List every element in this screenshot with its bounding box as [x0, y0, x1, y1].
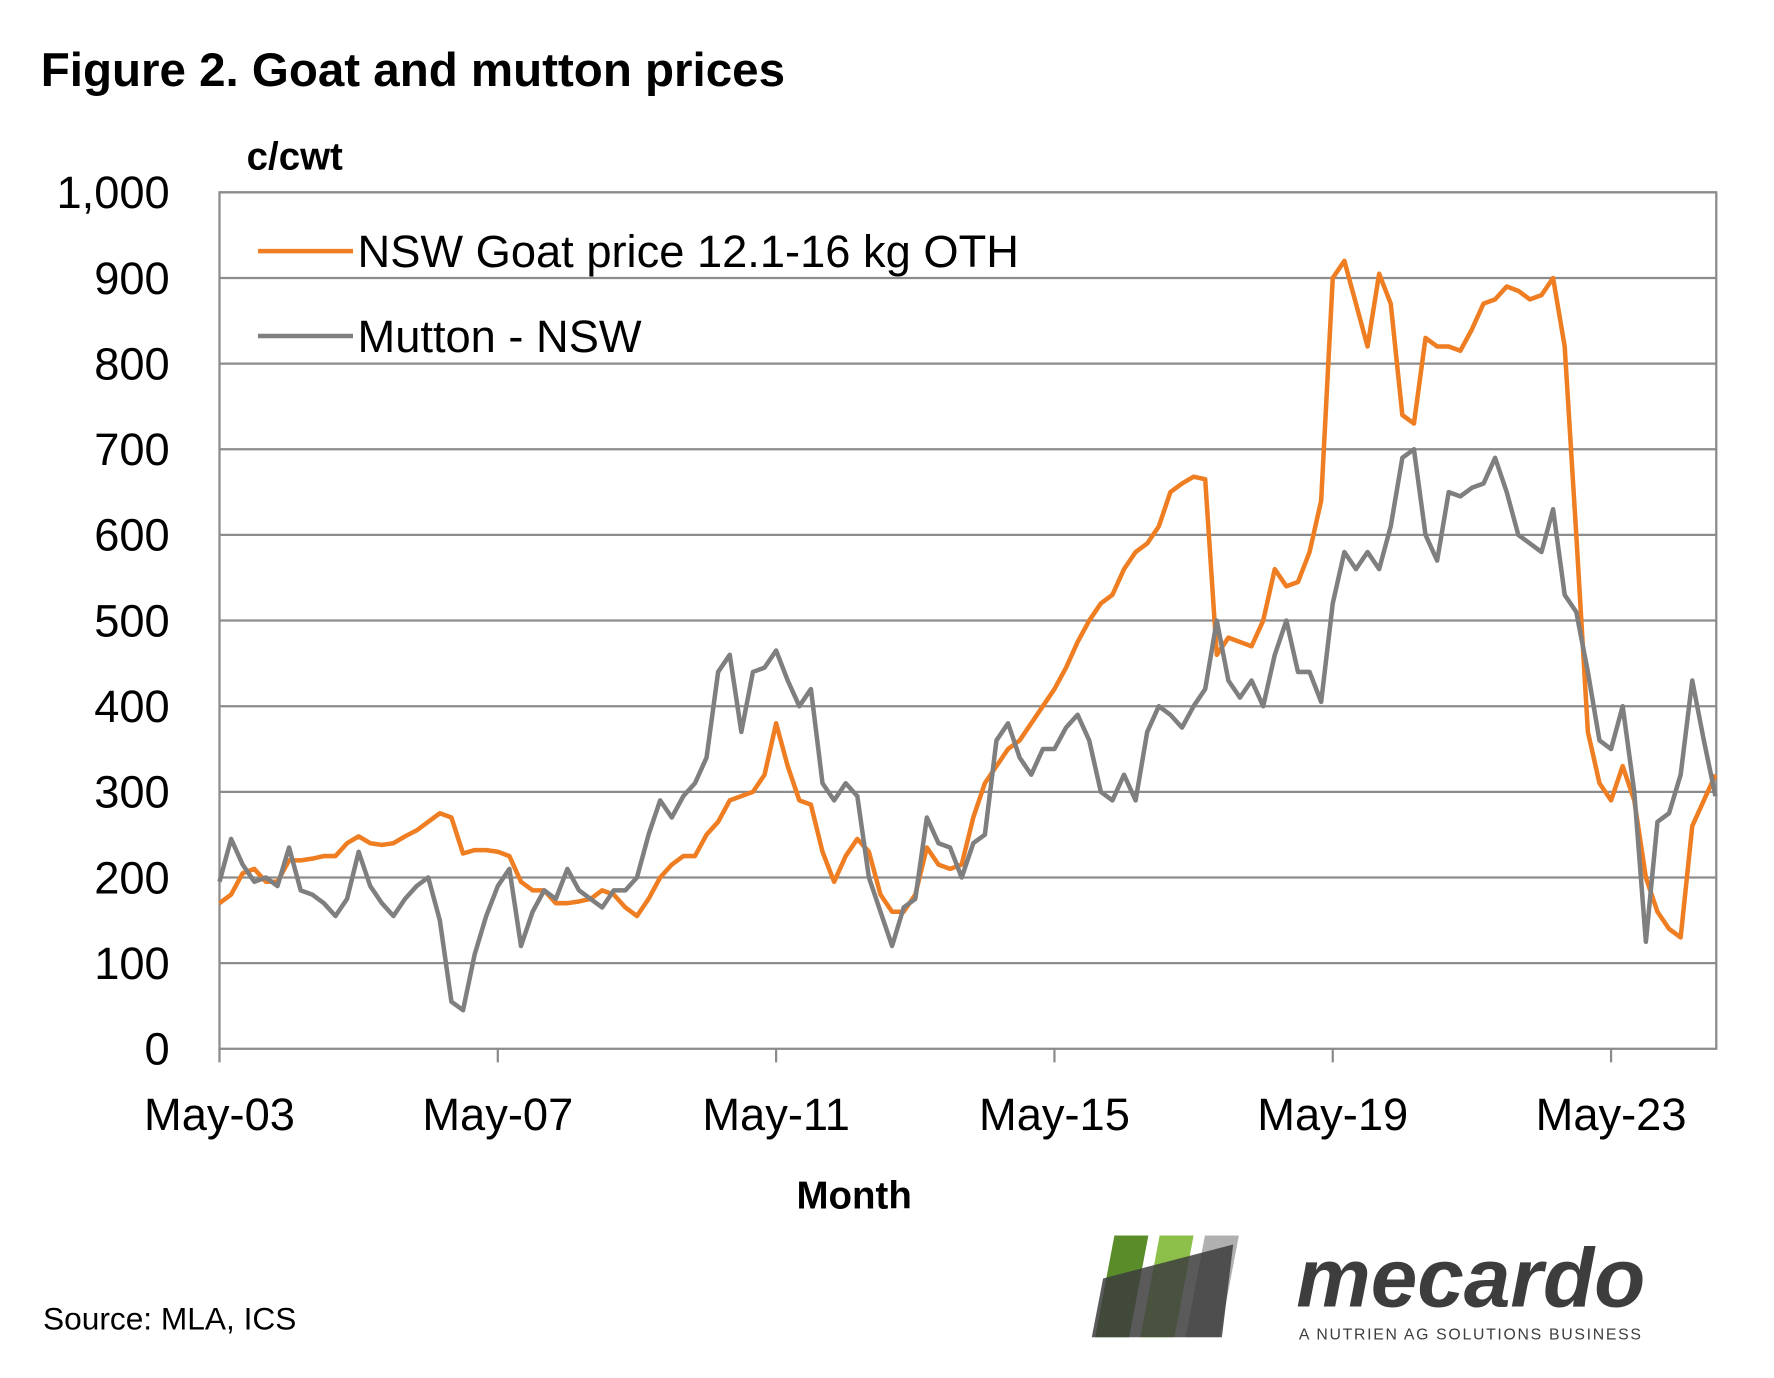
- x-axis-label: Month: [797, 1174, 912, 1217]
- y-tick-label: 600: [94, 510, 170, 561]
- chart-title: Figure 2. Goat and mutton prices: [41, 44, 785, 97]
- y-axis-label: c/cwt: [247, 136, 343, 179]
- y-tick-label: 800: [94, 338, 170, 389]
- x-tick-label: May-11: [702, 1089, 850, 1140]
- y-tick-label: 300: [94, 767, 170, 818]
- logo-text: mecardo: [1296, 1231, 1645, 1325]
- y-tick-label: 900: [94, 253, 170, 304]
- y-tick-label: 200: [94, 852, 170, 903]
- y-tick-label: 0: [145, 1024, 170, 1075]
- plot-frame: [218, 191, 1718, 1050]
- y-tick-label: 100: [94, 938, 170, 989]
- series-line: [217, 447, 1718, 1013]
- x-tick-label: May-23: [1536, 1089, 1687, 1140]
- legend-label: NSW Goat price 12.1-16 kg OTH: [358, 226, 1019, 277]
- y-tick-label: 1,000: [56, 167, 169, 218]
- series-line: [218, 258, 1718, 940]
- y-tick-label: 500: [94, 595, 170, 646]
- source-note: Source: MLA, ICS: [43, 1300, 296, 1336]
- y-tick-label: 400: [94, 681, 170, 732]
- y-tick-label: 700: [94, 424, 170, 475]
- x-tick-label: May-19: [1257, 1089, 1408, 1140]
- x-tick-label: May-07: [422, 1089, 573, 1140]
- logo-base: [1091, 1244, 1234, 1338]
- logo-tagline: A NUTRIEN AG SOLUTIONS BUSINESS: [1299, 1327, 1643, 1344]
- legend-label: Mutton - NSW: [358, 311, 642, 362]
- x-tick-label: May-03: [144, 1089, 295, 1140]
- x-tick-label: May-15: [979, 1089, 1130, 1140]
- logo: mecardo A NUTRIEN AG SOLUTIONS BUSINESS: [1091, 1231, 1645, 1344]
